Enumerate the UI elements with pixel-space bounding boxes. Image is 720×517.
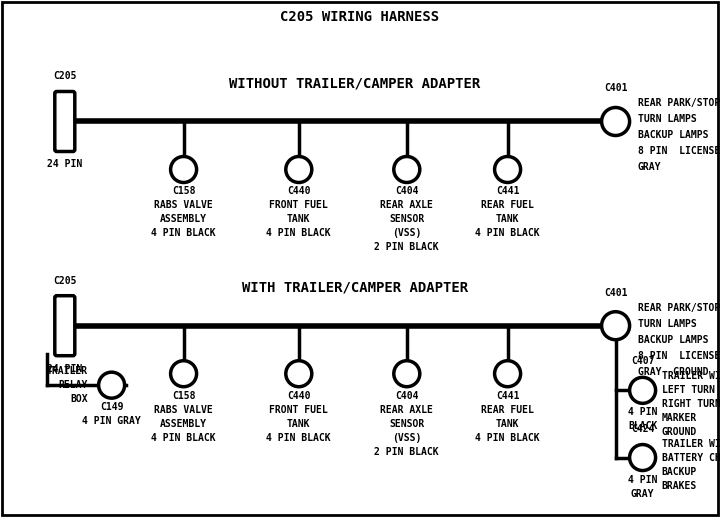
Text: TANK: TANK — [496, 215, 519, 224]
Text: C205: C205 — [53, 276, 76, 286]
Circle shape — [171, 361, 197, 387]
Text: 4 PIN: 4 PIN — [628, 475, 657, 484]
Text: FRONT FUEL: FRONT FUEL — [269, 201, 328, 210]
Circle shape — [602, 312, 629, 340]
Text: REAR PARK/STOP: REAR PARK/STOP — [638, 303, 720, 313]
Circle shape — [495, 361, 521, 387]
Text: GROUND: GROUND — [662, 428, 697, 437]
Text: C205: C205 — [53, 71, 76, 82]
Circle shape — [99, 372, 125, 398]
Circle shape — [171, 157, 197, 183]
Circle shape — [602, 108, 629, 135]
Circle shape — [286, 157, 312, 183]
Text: TRAILER: TRAILER — [47, 366, 88, 376]
Text: 4 PIN BLACK: 4 PIN BLACK — [151, 229, 216, 238]
Text: 4 PIN: 4 PIN — [628, 407, 657, 417]
Text: C401: C401 — [604, 83, 627, 94]
Text: REAR FUEL: REAR FUEL — [481, 201, 534, 210]
Text: C424: C424 — [631, 423, 654, 434]
FancyBboxPatch shape — [55, 92, 75, 151]
Text: ASSEMBLY: ASSEMBLY — [160, 215, 207, 224]
Circle shape — [286, 361, 312, 387]
Text: C158: C158 — [172, 391, 195, 401]
Text: TURN LAMPS: TURN LAMPS — [638, 318, 696, 329]
Text: 4 PIN BLACK: 4 PIN BLACK — [475, 229, 540, 238]
Text: TRAILER WIRES: TRAILER WIRES — [662, 438, 720, 449]
Text: TANK: TANK — [496, 419, 519, 429]
Text: WITH TRAILER/CAMPER ADAPTER: WITH TRAILER/CAMPER ADAPTER — [242, 281, 468, 295]
Text: C441: C441 — [496, 391, 519, 401]
Circle shape — [394, 157, 420, 183]
Text: (VSS): (VSS) — [392, 433, 421, 443]
Text: C404: C404 — [395, 187, 418, 196]
Text: WITHOUT TRAILER/CAMPER ADAPTER: WITHOUT TRAILER/CAMPER ADAPTER — [230, 77, 481, 90]
Circle shape — [495, 157, 521, 183]
Text: 4 PIN BLACK: 4 PIN BLACK — [266, 433, 331, 443]
Text: 24 PIN: 24 PIN — [48, 364, 82, 374]
Text: 24 PIN: 24 PIN — [48, 160, 82, 170]
Text: ASSEMBLY: ASSEMBLY — [160, 419, 207, 429]
Text: TANK: TANK — [287, 215, 310, 224]
Text: C158: C158 — [172, 187, 195, 196]
Text: BLACK: BLACK — [628, 421, 657, 431]
Text: TRAILER WIRES: TRAILER WIRES — [662, 371, 720, 382]
Text: 8 PIN  LICENSE LAMPS: 8 PIN LICENSE LAMPS — [638, 351, 720, 361]
Text: BATTERY CHARGE: BATTERY CHARGE — [662, 452, 720, 463]
Text: C205 WIRING HARNESS: C205 WIRING HARNESS — [280, 10, 440, 24]
Text: C149: C149 — [100, 402, 123, 412]
Text: 8 PIN  LICENSE LAMPS: 8 PIN LICENSE LAMPS — [638, 146, 720, 157]
Text: SENSOR: SENSOR — [390, 419, 424, 429]
Text: C440: C440 — [287, 391, 310, 401]
Text: C404: C404 — [395, 391, 418, 401]
Text: RIGHT TURN: RIGHT TURN — [662, 399, 720, 409]
Text: BACKUP: BACKUP — [662, 466, 697, 477]
Text: REAR FUEL: REAR FUEL — [481, 405, 534, 415]
Text: (VSS): (VSS) — [392, 229, 421, 238]
Text: 4 PIN GRAY: 4 PIN GRAY — [82, 416, 141, 426]
Text: TANK: TANK — [287, 419, 310, 429]
Circle shape — [394, 361, 420, 387]
Text: GRAY  GROUND: GRAY GROUND — [638, 367, 708, 377]
Text: MARKER: MARKER — [662, 413, 697, 423]
Text: TURN LAMPS: TURN LAMPS — [638, 114, 696, 125]
Text: 4 PIN BLACK: 4 PIN BLACK — [151, 433, 216, 443]
Text: 4 PIN BLACK: 4 PIN BLACK — [266, 229, 331, 238]
Text: 2 PIN BLACK: 2 PIN BLACK — [374, 242, 439, 252]
Text: BOX: BOX — [70, 394, 88, 404]
Text: RABS VALVE: RABS VALVE — [154, 201, 213, 210]
Text: RELAY: RELAY — [58, 380, 88, 390]
Text: BACKUP LAMPS: BACKUP LAMPS — [638, 334, 708, 345]
Text: GRAY: GRAY — [638, 162, 661, 173]
Text: RABS VALVE: RABS VALVE — [154, 405, 213, 415]
Text: SENSOR: SENSOR — [390, 215, 424, 224]
Text: 2 PIN BLACK: 2 PIN BLACK — [374, 447, 439, 457]
Text: REAR AXLE: REAR AXLE — [380, 201, 433, 210]
Text: C407: C407 — [631, 356, 654, 367]
Text: 4 PIN BLACK: 4 PIN BLACK — [475, 433, 540, 443]
FancyBboxPatch shape — [55, 296, 75, 356]
Text: C440: C440 — [287, 187, 310, 196]
Text: REAR AXLE: REAR AXLE — [380, 405, 433, 415]
Text: C441: C441 — [496, 187, 519, 196]
Text: BACKUP LAMPS: BACKUP LAMPS — [638, 130, 708, 141]
Text: REAR PARK/STOP: REAR PARK/STOP — [638, 99, 720, 109]
Text: LEFT TURN: LEFT TURN — [662, 385, 714, 396]
Text: FRONT FUEL: FRONT FUEL — [269, 405, 328, 415]
Text: GRAY: GRAY — [631, 489, 654, 498]
Circle shape — [629, 445, 656, 470]
Text: C401: C401 — [604, 287, 627, 298]
Circle shape — [629, 377, 656, 403]
Text: BRAKES: BRAKES — [662, 480, 697, 491]
